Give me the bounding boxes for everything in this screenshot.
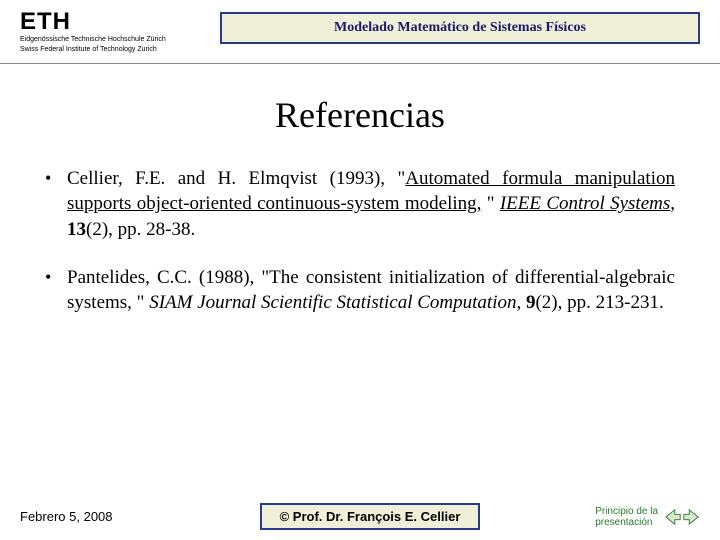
author-box: © Prof. Dr. François E. Cellier: [260, 503, 481, 530]
nav-text[interactable]: Principio de la presentación: [595, 506, 658, 528]
footer-author-wrap: © Prof. Dr. François E. Cellier: [180, 503, 560, 530]
ref1-lead: Cellier, F.E. and H. Elmqvist (1993), ": [67, 168, 405, 189]
ref1-tail2: ,: [670, 193, 675, 214]
main-content: Referencias • Cellier, F.E. and H. Elmqv…: [0, 64, 720, 316]
page-heading: Referencias: [45, 94, 675, 136]
reference-item-2: • Pantelides, C.C. (1988), "The consiste…: [45, 265, 675, 316]
eth-logo: ETH: [20, 10, 220, 34]
ref1-tail1: ": [481, 193, 499, 214]
eth-subtitle-2: Swiss Federal Institute of Technology Zu…: [20, 46, 220, 54]
reference-body: Pantelides, C.C. (1988), "The consistent…: [67, 265, 675, 316]
ref2-journal: SIAM Journal Scientific Statistical Comp…: [149, 292, 516, 313]
footer-date: Febrero 5, 2008: [20, 509, 180, 524]
bullet-icon: •: [45, 166, 67, 243]
arrow-right-icon[interactable]: [682, 508, 700, 526]
footer-nav[interactable]: Principio de la presentación: [560, 506, 700, 528]
ref1-vol: 13: [67, 219, 86, 240]
ref2-tail2: (2), pp. 213-231.: [535, 292, 663, 313]
ref1-tail3: (2), pp. 28-38.: [86, 219, 195, 240]
course-title-box: Modelado Matemático de Sistemas Físicos: [220, 12, 700, 44]
nav-line1: Principio de la: [595, 506, 658, 517]
nav-arrows[interactable]: [664, 508, 700, 526]
eth-subtitle-1: Eidgenössische Technische Hochschule Zür…: [20, 36, 220, 44]
logo-block: ETH Eidgenössische Technische Hochschule…: [20, 10, 220, 55]
nav-line2: presentación: [595, 517, 658, 528]
footer: Febrero 5, 2008 © Prof. Dr. François E. …: [0, 503, 720, 530]
reference-body: Cellier, F.E. and H. Elmqvist (1993), "A…: [67, 166, 675, 243]
arrow-left-icon[interactable]: [664, 508, 682, 526]
ref1-journal: IEEE Control Systems: [500, 193, 670, 214]
bullet-icon: •: [45, 265, 67, 316]
header: ETH Eidgenössische Technische Hochschule…: [0, 0, 720, 64]
ref2-tail1: ,: [516, 292, 526, 313]
reference-item-1: • Cellier, F.E. and H. Elmqvist (1993), …: [45, 166, 675, 243]
